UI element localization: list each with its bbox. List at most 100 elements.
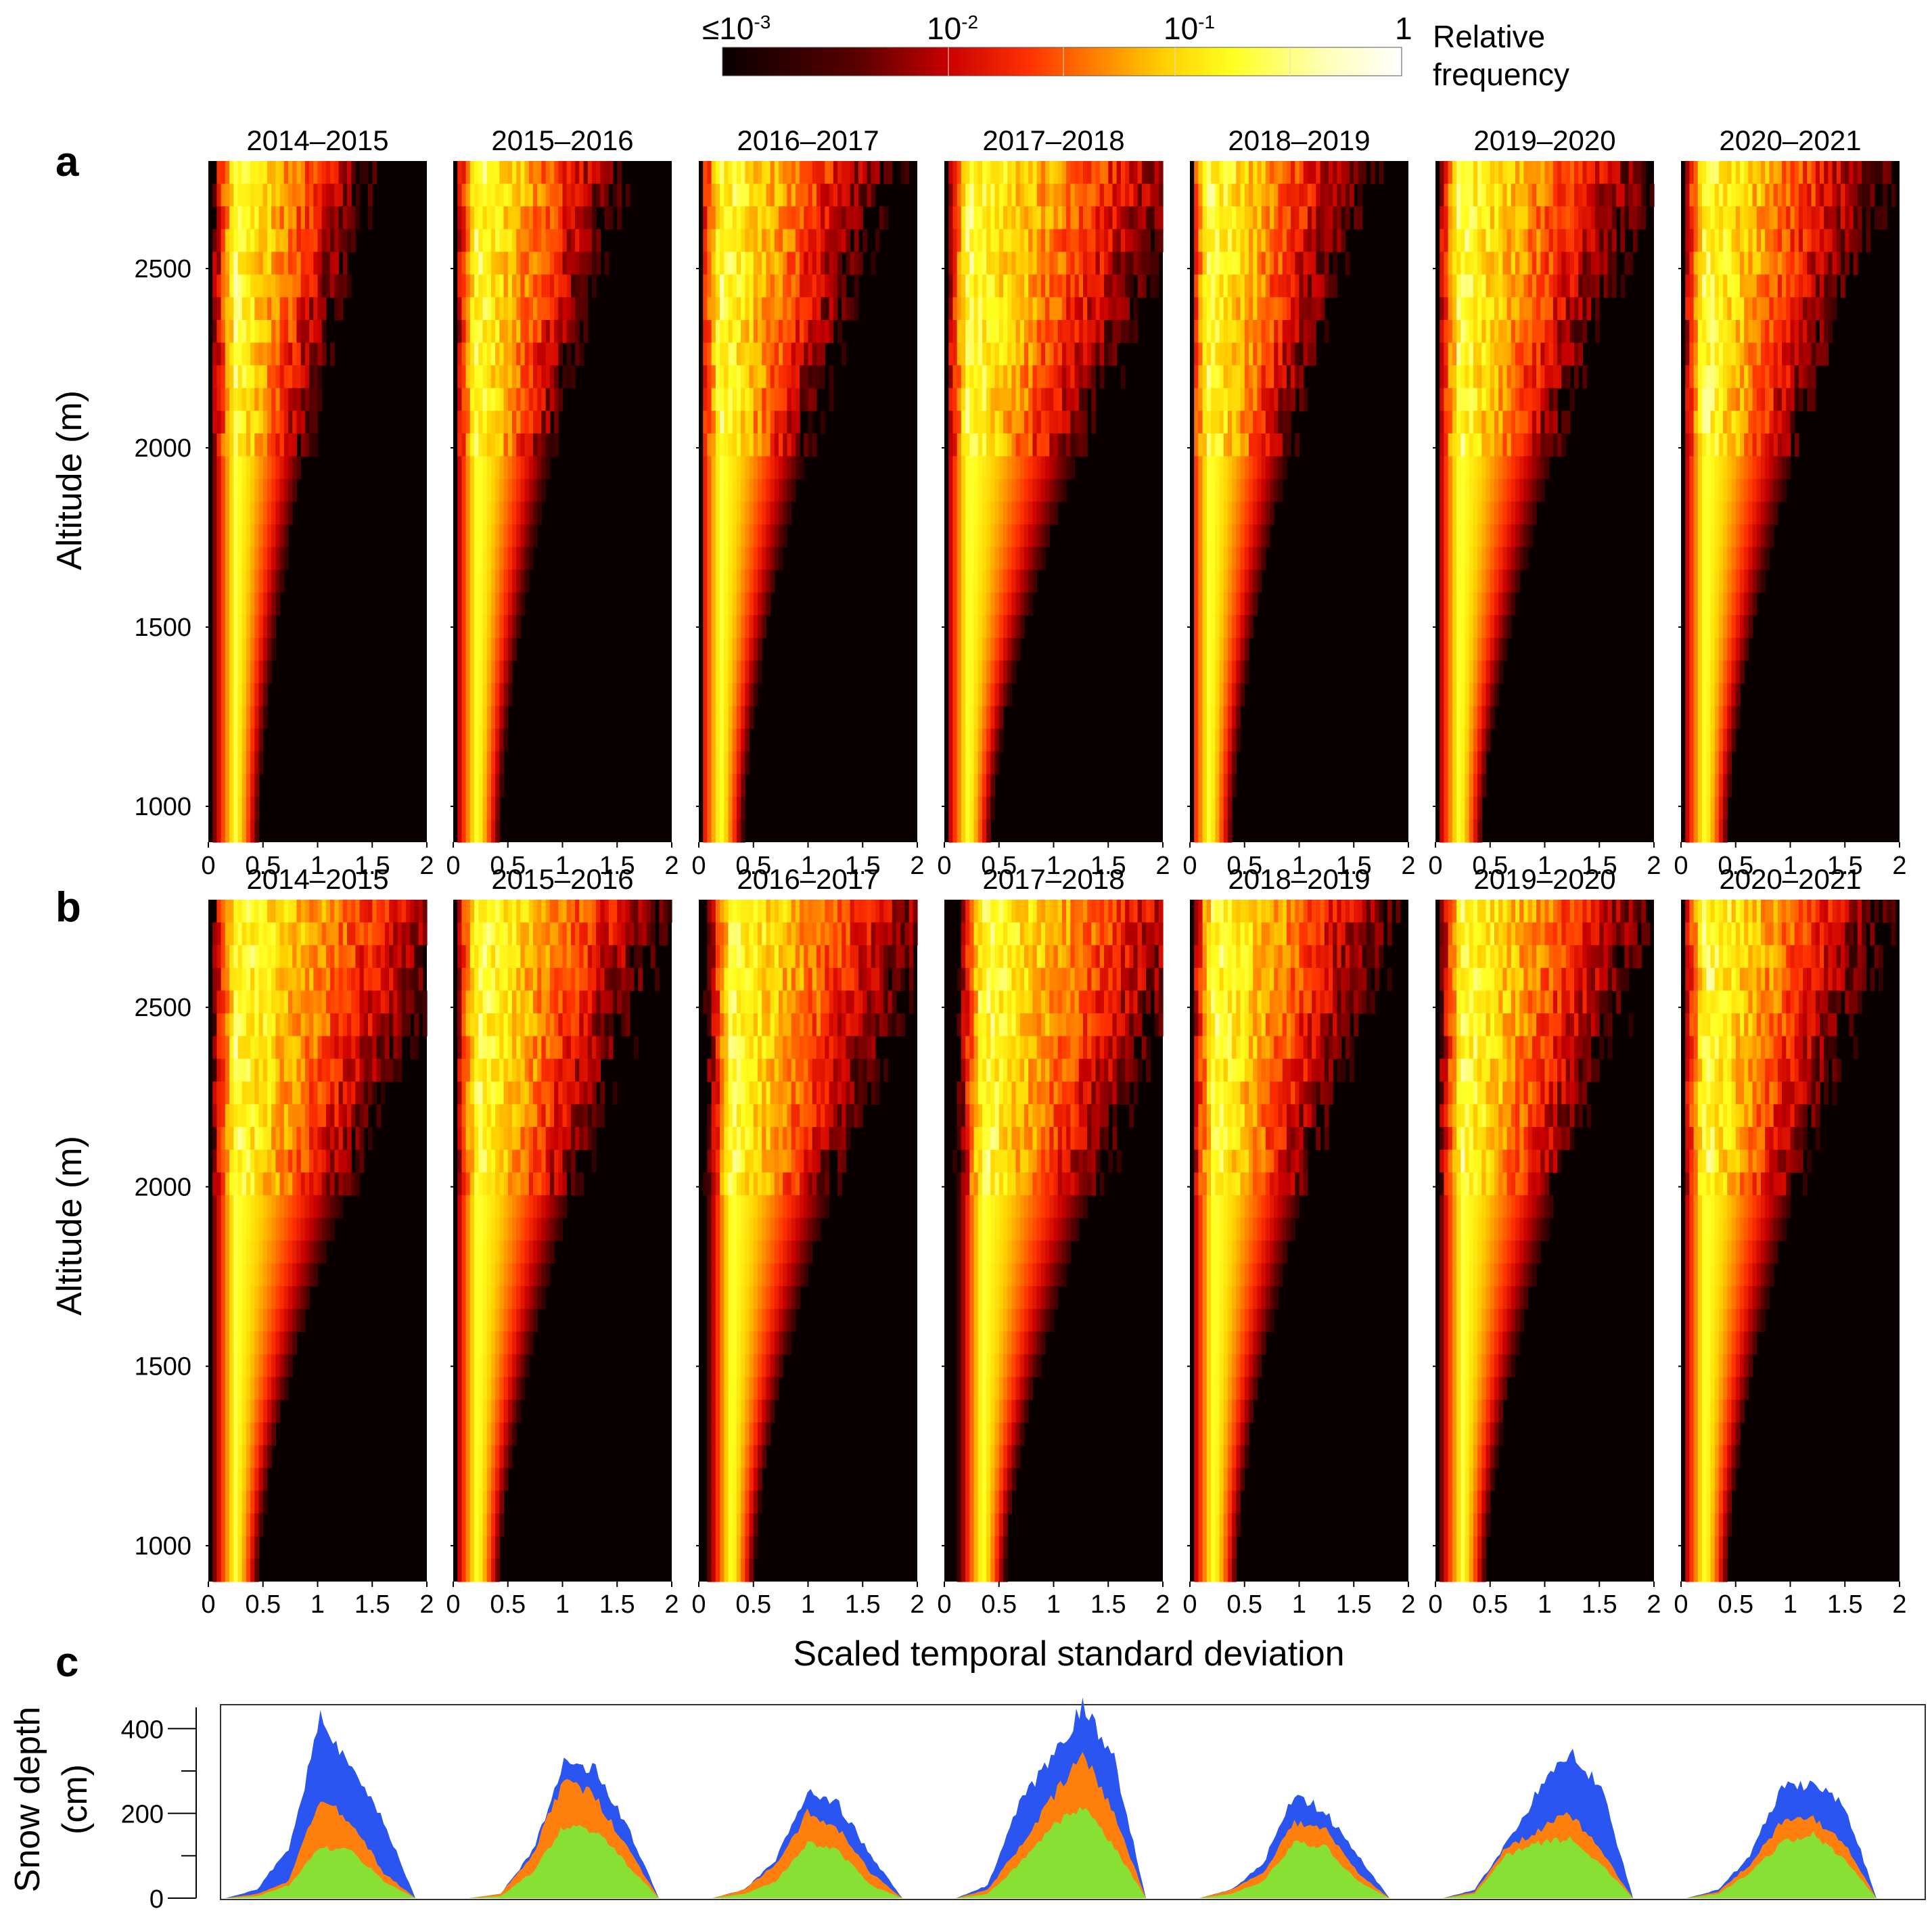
heatmap-cell bbox=[267, 637, 272, 662]
heatmap-cell bbox=[741, 320, 745, 344]
heatmap-cell bbox=[1345, 183, 1350, 207]
heatmap-cell bbox=[1232, 637, 1237, 662]
heatmap-cell bbox=[212, 547, 217, 570]
heatmap-cell bbox=[862, 229, 868, 252]
heatmap-cell bbox=[512, 547, 517, 570]
heatmap-cell bbox=[478, 365, 484, 389]
heatmap-cell bbox=[304, 252, 310, 275]
heatmap-cell bbox=[1620, 206, 1626, 230]
heatmap-cell bbox=[1198, 570, 1203, 593]
heatmap-cell bbox=[1515, 342, 1520, 366]
heatmap-cell bbox=[1786, 229, 1791, 252]
heatmap-cell bbox=[271, 478, 276, 503]
heatmap-cell bbox=[237, 161, 243, 185]
heatmap-cell bbox=[1146, 229, 1151, 252]
heatmap-cell bbox=[965, 229, 970, 252]
heatmap-cell bbox=[1083, 388, 1088, 411]
heatmap-cell bbox=[728, 478, 733, 503]
x-tick-label: 2 bbox=[910, 852, 924, 880]
heatmap-cell bbox=[1603, 183, 1609, 207]
heatmap-cell bbox=[816, 320, 821, 344]
heatmap-cell bbox=[216, 706, 222, 729]
heatmap-cell bbox=[1807, 388, 1812, 411]
heatmap-cell bbox=[1616, 161, 1621, 185]
heatmap-cell bbox=[900, 161, 905, 185]
heatmap-cell bbox=[233, 660, 239, 684]
heatmap-cell bbox=[267, 342, 272, 366]
heatmap-cell bbox=[490, 388, 496, 411]
heatmap-cell bbox=[808, 274, 813, 298]
heatmap-cell bbox=[1011, 615, 1017, 639]
heatmap-cell bbox=[304, 161, 310, 185]
heatmap-cell bbox=[1685, 478, 1690, 503]
heatmap-cell bbox=[1070, 229, 1076, 252]
heatmap-cell bbox=[570, 229, 576, 252]
heatmap-cell bbox=[707, 524, 712, 548]
heatmap-cell bbox=[1469, 615, 1474, 639]
heatmap-cell bbox=[229, 683, 234, 707]
heatmap-cell bbox=[246, 320, 251, 344]
heatmap-cell bbox=[1693, 320, 1699, 344]
heatmap-cell bbox=[762, 274, 766, 298]
heatmap-cell bbox=[1756, 161, 1762, 185]
heatmap-cell bbox=[288, 478, 293, 503]
heatmap-cell bbox=[1244, 229, 1249, 252]
heatmap-cell bbox=[1194, 411, 1199, 434]
heatmap-cell bbox=[262, 411, 268, 434]
heatmap-cell bbox=[1536, 229, 1541, 252]
heatmap-cell bbox=[495, 729, 500, 752]
heatmap-cell bbox=[321, 206, 327, 230]
heatmap-cell bbox=[271, 637, 276, 662]
heatmap-cell bbox=[829, 365, 834, 389]
heatmap-cell bbox=[724, 774, 729, 798]
heatmap-cell bbox=[1511, 297, 1516, 321]
heatmap-cell bbox=[461, 433, 467, 457]
heatmap-cell bbox=[541, 456, 547, 480]
heatmap-cell bbox=[779, 161, 783, 185]
heatmap-cell bbox=[800, 252, 804, 275]
heatmap-cell bbox=[1440, 274, 1444, 298]
heatmap-cell bbox=[495, 592, 500, 616]
heatmap-cell bbox=[753, 547, 758, 570]
heatmap-cell bbox=[1460, 615, 1466, 639]
heatmap-cell bbox=[1223, 229, 1228, 252]
heatmap-cell bbox=[732, 796, 737, 821]
heatmap-cell bbox=[1740, 297, 1745, 321]
heatmap-cell bbox=[1473, 547, 1478, 570]
heatmap-cell bbox=[783, 501, 787, 525]
heatmap-cell bbox=[1782, 206, 1787, 230]
heatmap-cell bbox=[1773, 229, 1778, 252]
heatmap-cell bbox=[1333, 274, 1337, 298]
heatmap-cell bbox=[1257, 570, 1262, 593]
heatmap-cell bbox=[1452, 274, 1457, 298]
heatmap-cell bbox=[787, 478, 792, 503]
heatmap-cell bbox=[1270, 297, 1274, 321]
heatmap-cell bbox=[271, 592, 276, 616]
heatmap-cell bbox=[512, 501, 517, 525]
heatmap-cell bbox=[1465, 161, 1470, 185]
heatmap-cell bbox=[1049, 478, 1055, 503]
heatmap-cell bbox=[1481, 411, 1487, 434]
heatmap-cell bbox=[1841, 183, 1845, 207]
heatmap-cell bbox=[1532, 342, 1537, 366]
heatmap-cell bbox=[1761, 501, 1766, 525]
heatmap-cell bbox=[1150, 161, 1155, 185]
heatmap-cell bbox=[1595, 274, 1600, 298]
heatmap-cell bbox=[753, 660, 758, 684]
heatmap-cell bbox=[1752, 229, 1757, 252]
heatmap-cell bbox=[1244, 592, 1249, 616]
heatmap-cell bbox=[1536, 388, 1541, 411]
heatmap-cell bbox=[1282, 229, 1287, 252]
heatmap-cell bbox=[1473, 365, 1478, 389]
heatmap-cell bbox=[1841, 206, 1845, 230]
heatmap-cell bbox=[1236, 615, 1241, 639]
heatmap-cell bbox=[732, 683, 737, 707]
x-tick-label: 0.5 bbox=[245, 852, 281, 880]
heatmap-cell bbox=[994, 751, 1000, 775]
heatmap-cell bbox=[1066, 252, 1071, 275]
heatmap-cell bbox=[520, 229, 526, 252]
heatmap-cell bbox=[503, 547, 509, 570]
heatmap-cell bbox=[1257, 524, 1262, 548]
heatmap-cell bbox=[1219, 229, 1224, 252]
heatmap-cell bbox=[279, 183, 285, 207]
